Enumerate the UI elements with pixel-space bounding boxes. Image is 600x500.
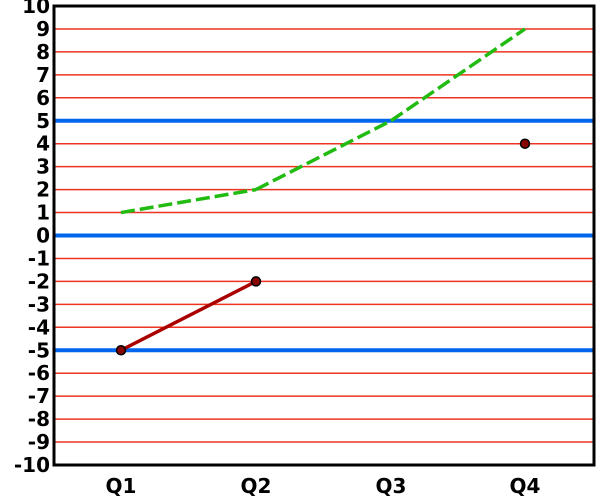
x-tick-label: Q3 (376, 474, 407, 498)
y-tick-label: 1 (36, 201, 50, 225)
y-tick-label: -1 (28, 246, 50, 270)
series-2-segment (120, 187, 257, 215)
x-axis-tick-labels: Q1 Q2 Q3 Q4 (106, 474, 541, 498)
y-tick-label: -10 (14, 453, 50, 477)
y-tick-label: 2 (36, 178, 50, 202)
y-tick-label: -4 (28, 315, 50, 339)
y-tick-label: -3 (28, 292, 50, 316)
series-1-point (519, 138, 531, 149)
y-tick-label: -8 (28, 407, 50, 431)
series-2-segment (390, 27, 526, 123)
series-1-point (115, 345, 127, 356)
y-tick-label: -5 (28, 338, 50, 362)
y-tick-label: 8 (36, 40, 50, 64)
y-tick-label: -9 (28, 430, 50, 454)
y-tick-label: 3 (36, 155, 50, 179)
series-1-point (250, 276, 262, 287)
series-1-segment (120, 279, 257, 352)
y-tick-label: 0 (36, 224, 50, 248)
y-tick-label: 10 (22, 0, 50, 18)
series-lines (115, 27, 531, 356)
x-tick-label: Q1 (106, 474, 137, 498)
series-2-segment (255, 119, 392, 192)
x-tick-label: Q4 (510, 474, 541, 498)
y-tick-label: 6 (36, 86, 50, 110)
y-tick-label: -7 (28, 384, 50, 408)
y-tick-label: 9 (36, 17, 50, 41)
y-tick-label: 7 (36, 63, 50, 87)
y-tick-label: 5 (36, 109, 50, 133)
y-tick-label: 4 (36, 132, 50, 156)
y-tick-label: -2 (28, 269, 50, 293)
grid-lines (54, 28, 594, 443)
y-tick-label: -6 (28, 361, 50, 385)
plot-frame (52, 4, 596, 467)
x-tick-label: Q2 (241, 474, 272, 498)
